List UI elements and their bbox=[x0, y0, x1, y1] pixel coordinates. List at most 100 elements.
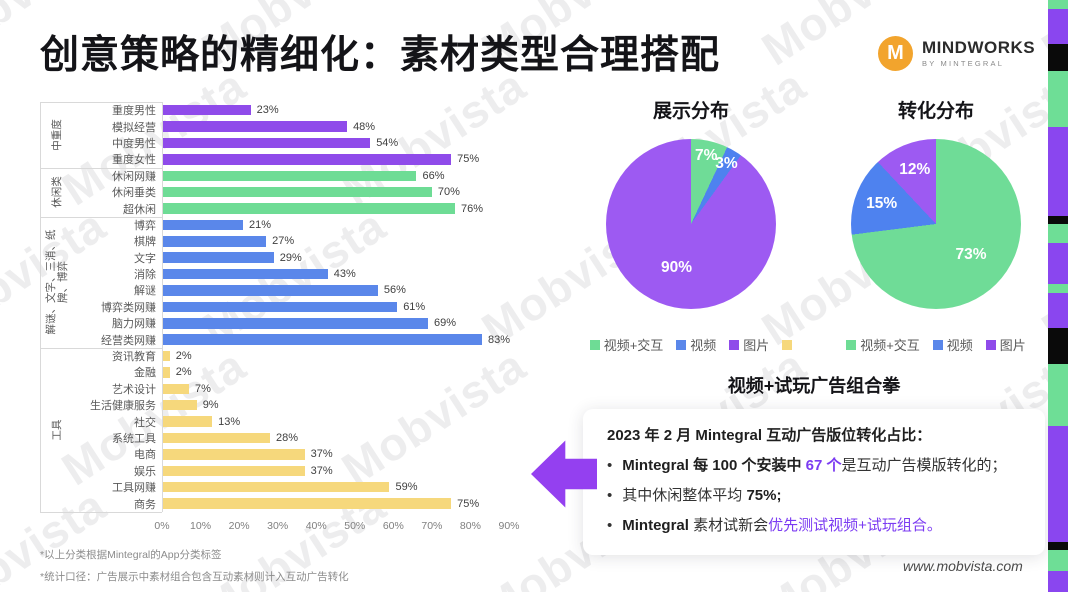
bullet-text: 其中休闲整体平均 75%; bbox=[622, 485, 781, 506]
legend-item bbox=[782, 339, 793, 350]
logo-subtitle: BY MINTEGRAL bbox=[922, 58, 1005, 68]
bar-row: 解谜 56% bbox=[74, 282, 545, 298]
bullet-segment: Mintegral bbox=[622, 517, 694, 534]
bar bbox=[162, 465, 305, 477]
bar-group-label-text: 解谜、文字、三消、纸牌、博弈 bbox=[44, 229, 69, 335]
stripe-segment bbox=[1048, 216, 1068, 224]
panel-card: 2023 年 2 月 Mintegral 互动广告版位转化占比： • Minteg… bbox=[583, 409, 1045, 555]
bar bbox=[162, 203, 456, 214]
stripe-segment bbox=[1048, 243, 1068, 284]
bar-value-label: 69% bbox=[434, 317, 457, 330]
bar-rows: 休闲网赚 66% 休闲垂类 70% 超休闲 76% bbox=[74, 168, 545, 217]
bar bbox=[162, 301, 398, 313]
bar-row: 社交 13% bbox=[74, 413, 545, 429]
bar-track: 54% bbox=[162, 137, 545, 149]
pie-slice-label: 15% bbox=[866, 195, 898, 213]
bar-track: 83% bbox=[162, 334, 545, 346]
bar-track: 37% bbox=[162, 465, 545, 477]
mindworks-logo-icon: M bbox=[878, 36, 913, 71]
bar-track: 75% bbox=[162, 153, 545, 165]
bar-row: 商务 75% bbox=[74, 495, 545, 511]
bar-value-label: 66% bbox=[422, 169, 445, 182]
logo-brand: MINDWORKS bbox=[922, 38, 1036, 58]
bar-value-label: 13% bbox=[218, 415, 241, 428]
legend-swatch bbox=[782, 339, 793, 350]
bar-track: 37% bbox=[162, 448, 545, 460]
bar bbox=[162, 383, 189, 395]
bar-row: 工具网赚 59% bbox=[74, 479, 545, 495]
bar-group: 休闲类 休闲网赚 66% 休闲垂类 70% 超休闲 76% bbox=[40, 167, 545, 217]
bar-row: 文字 29% bbox=[74, 250, 545, 266]
legend-label: 视频 bbox=[690, 338, 717, 353]
bar-row: 重度女性 75% bbox=[74, 151, 545, 167]
stripe-segment bbox=[1048, 364, 1068, 426]
logo-letter: M bbox=[887, 42, 904, 64]
legend-item: 视频+交互 bbox=[589, 335, 663, 354]
bar-category-label: 经营类网赚 bbox=[101, 334, 156, 347]
legend-item: 图片 bbox=[729, 335, 769, 354]
bar-category-label: 电商 bbox=[134, 449, 156, 462]
bar-row: 经营类网赚 83% bbox=[74, 331, 545, 347]
stripe-segment bbox=[1048, 44, 1068, 71]
bar-value-label: 83% bbox=[488, 333, 511, 346]
axis-line bbox=[162, 102, 163, 512]
footnotes: *以上分类根据Mintegral的App分类标签 *统计口径：广告展示中素材组合… bbox=[40, 544, 349, 588]
bar-category-label: 娱乐 bbox=[134, 465, 156, 478]
bar-value-label: 56% bbox=[383, 284, 406, 297]
bar-track: 9% bbox=[162, 399, 545, 411]
page-title: 创意策略的精细化：素材类型合理搭配 bbox=[40, 34, 721, 77]
bullet-segment: Mintegral 每 100 个安装中 bbox=[622, 457, 806, 474]
bar-track: 28% bbox=[162, 432, 545, 444]
bar bbox=[162, 121, 348, 132]
bullet-text: Mintegral 每 100 个安装中 67 个是互动广告模版转化的； bbox=[622, 455, 1006, 476]
bar-track: 69% bbox=[162, 317, 545, 329]
bar-track: 61% bbox=[162, 301, 545, 313]
bar-track: 59% bbox=[162, 481, 545, 493]
pie-legend: 视频+交互 视频 图片 bbox=[846, 335, 1026, 354]
pie-title: 转化分布 bbox=[897, 101, 974, 122]
footer-link[interactable]: www.mobvista.com bbox=[903, 558, 1023, 574]
bar-track: 23% bbox=[162, 104, 545, 116]
bar-value-label: 37% bbox=[310, 448, 333, 461]
bullet-item: • Mintegral 每 100 个安装中 67 个是互动广告模版转化的； bbox=[607, 455, 1029, 476]
bullet-list: • Mintegral 每 100 个安装中 67 个是互动广告模版转化的； • 其中… bbox=[607, 455, 1029, 536]
bar-category-label: 商务 bbox=[134, 498, 156, 511]
bar-value-label: 7% bbox=[194, 382, 211, 395]
x-axis-tick: 40% bbox=[305, 519, 327, 532]
bar bbox=[162, 318, 429, 329]
bar-value-label: 28% bbox=[275, 432, 298, 444]
legend-label: 图片 bbox=[999, 338, 1026, 353]
bar bbox=[162, 186, 432, 198]
bar-category-label: 工具网赚 bbox=[112, 482, 156, 495]
bar-category-label: 重度男性 bbox=[112, 105, 156, 118]
stripe-segment bbox=[1048, 9, 1068, 44]
bar-group-label: 休闲类 bbox=[40, 168, 74, 217]
highlight-panel: 视频+试玩广告组合拳 2023 年 2 月 Mintegral 互动广告版位转化… bbox=[583, 372, 1045, 555]
bar-row: 模拟经营 48% bbox=[74, 118, 545, 134]
bullet-dot: • bbox=[607, 487, 613, 504]
stripe-segment bbox=[1048, 0, 1068, 9]
bar-category-label: 解谜 bbox=[134, 285, 156, 298]
bar-category-label: 艺术设计 bbox=[112, 383, 156, 396]
bar bbox=[162, 219, 243, 231]
bar-value-label: 70% bbox=[437, 186, 460, 199]
bar-row: 消除 43% bbox=[74, 266, 545, 282]
bar-group-label: 解谜、文字、三消、纸牌、博弈 bbox=[40, 217, 74, 348]
pie: 73% 15% 12% bbox=[851, 139, 1021, 309]
mindworks-logo: M MINDWORKS BY MINTEGRAL bbox=[878, 36, 1035, 71]
bar-category-label: 系统工具 bbox=[112, 433, 156, 445]
bar-value-label: 29% bbox=[279, 251, 302, 264]
x-axis-tick: 0% bbox=[154, 519, 170, 532]
bar-row: 休闲垂类 70% bbox=[74, 184, 545, 200]
bar-value-label: 54% bbox=[376, 136, 399, 149]
stripe-segment bbox=[1048, 284, 1068, 293]
bar-row: 系统工具 28% bbox=[74, 430, 545, 446]
bar bbox=[162, 170, 417, 181]
bar-track: 27% bbox=[162, 235, 545, 247]
bar-value-label: 27% bbox=[272, 235, 295, 248]
bullet-dot: • bbox=[607, 457, 613, 474]
bar-track: 66% bbox=[162, 170, 545, 182]
bar-category-label: 休闲网赚 bbox=[112, 170, 156, 183]
bullet-segment: 是互动广告模版转化的； bbox=[841, 457, 1007, 474]
bar-row: 资讯教育 2% bbox=[74, 348, 545, 364]
